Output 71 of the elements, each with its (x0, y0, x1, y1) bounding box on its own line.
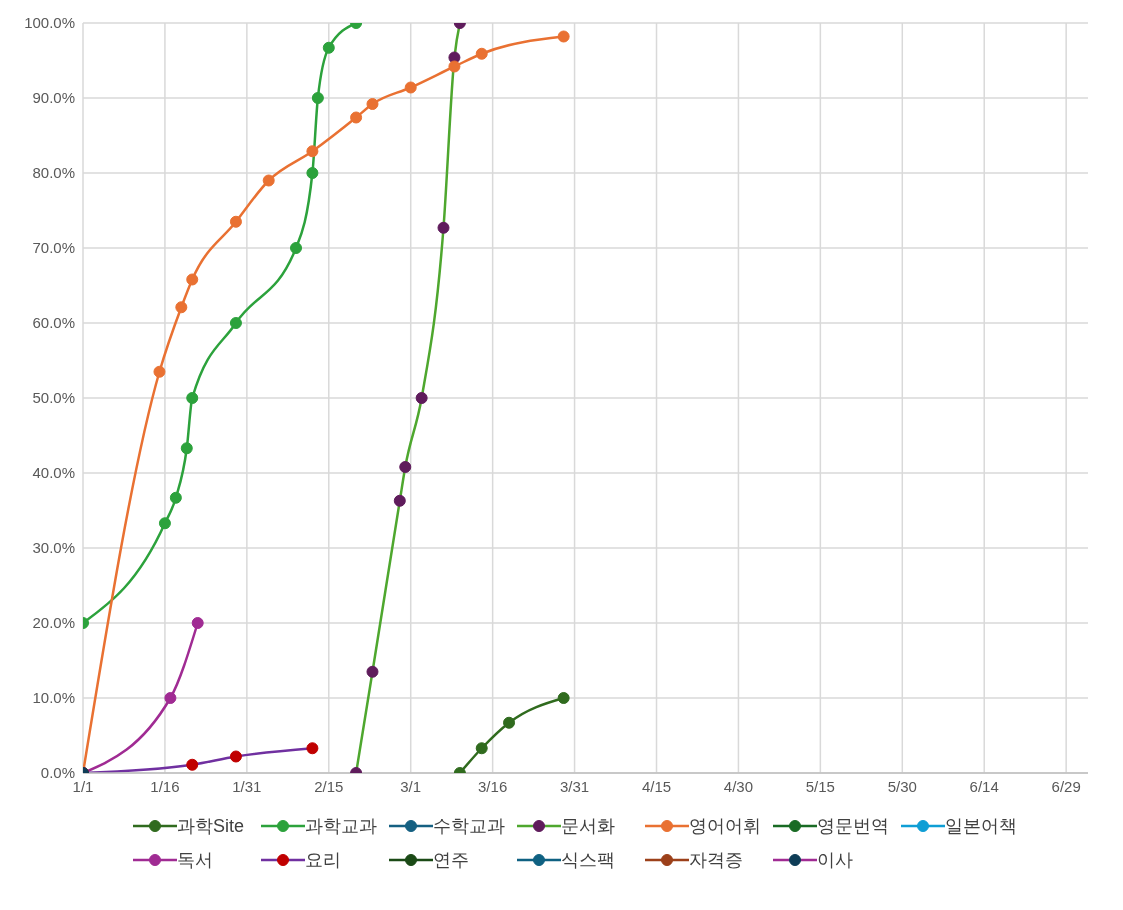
y-tick-label: 40.0% (32, 464, 75, 482)
point (366, 98, 379, 110)
y-tick-label: 10.0% (32, 689, 75, 707)
point (404, 81, 417, 94)
point (290, 242, 303, 254)
point (191, 617, 204, 629)
x-tick-label: 4/15 (641, 777, 672, 795)
point (557, 692, 570, 704)
x-tick-label: 1/16 (150, 777, 180, 795)
y-tick-label: 50.0% (32, 389, 75, 407)
x-tick-label: 3/1 (400, 777, 422, 795)
legend-label: 일본어책 (945, 815, 1017, 838)
point (306, 167, 319, 179)
point (475, 47, 488, 60)
y-tick-label: 0.0% (40, 764, 75, 782)
point (475, 742, 488, 755)
point (229, 750, 242, 763)
point (158, 517, 171, 530)
y-tick-label: 100.0% (24, 14, 75, 32)
x-tick-label: 3/31 (559, 777, 590, 795)
legend-label: 자격증 (689, 849, 743, 872)
point (186, 392, 199, 404)
point (229, 317, 242, 329)
legend-label: 과학Site (177, 815, 245, 838)
x-tick-label: 6/14 (969, 777, 999, 795)
point (399, 461, 412, 473)
point (437, 221, 450, 234)
x-tick-label: 1/31 (232, 777, 262, 795)
y-tick-label: 80.0% (32, 164, 75, 182)
x-tick-label: 3/16 (478, 777, 508, 795)
point (153, 365, 166, 378)
y-tick-label: 30.0% (32, 539, 75, 557)
x-tick-label: 2/15 (314, 777, 344, 795)
legend-label: 과학교과 (305, 815, 377, 838)
point (186, 758, 199, 771)
point (186, 273, 199, 286)
y-tick-label: 70.0% (32, 239, 75, 257)
point (557, 30, 570, 43)
point (311, 92, 324, 104)
legend-label: 독서 (177, 849, 213, 872)
legend-label: 영문번역 (817, 815, 889, 838)
point (503, 716, 516, 729)
point (415, 392, 428, 404)
point (180, 442, 193, 455)
point (393, 494, 406, 507)
legend-label: 이사 (817, 849, 853, 872)
x-tick-label: 1/1 (72, 777, 94, 795)
point (262, 174, 275, 187)
point (229, 215, 242, 228)
y-tick-label: 60.0% (32, 314, 75, 332)
legend-label: 문서화 (561, 815, 615, 838)
point (350, 111, 363, 124)
x-tick-label: 6/29 (1051, 777, 1081, 795)
y-tick-label: 90.0% (32, 89, 75, 107)
x-tick-label: 5/15 (805, 777, 835, 795)
point (366, 665, 379, 678)
point (306, 145, 319, 158)
y-tick-label: 20.0% (32, 614, 75, 632)
point (169, 491, 182, 504)
legend-label: 수학교과 (433, 815, 505, 838)
legend-label: 영어어휘 (689, 815, 761, 838)
legend-label: 요리 (305, 849, 341, 872)
point (448, 60, 461, 73)
point (175, 301, 188, 314)
legend-label: 연주 (433, 849, 469, 872)
point (164, 692, 177, 704)
point (306, 742, 319, 755)
x-tick-label: 4/30 (723, 777, 754, 795)
x-tick-label: 5/30 (887, 777, 917, 795)
point (322, 41, 335, 54)
legend-label: 식스팩 (561, 849, 615, 872)
